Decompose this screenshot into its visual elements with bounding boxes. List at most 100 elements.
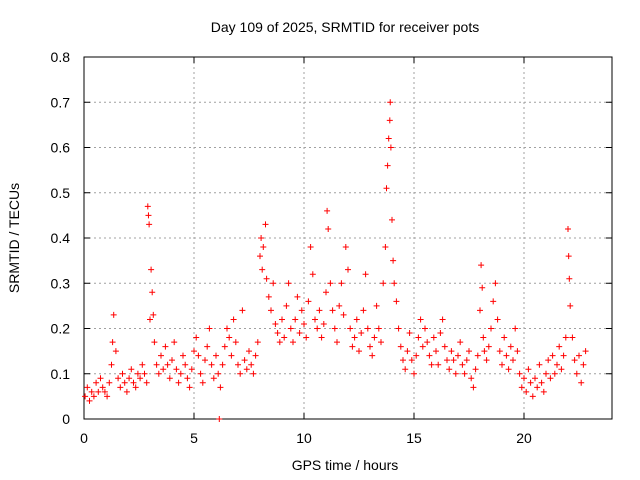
data-point (367, 343, 373, 350)
data-point (86, 397, 93, 404)
data-point (437, 330, 444, 337)
data-point (387, 144, 394, 151)
data-point (496, 348, 503, 355)
data-point (353, 316, 360, 323)
data-point (452, 370, 459, 377)
data-point (254, 339, 261, 346)
data-point (316, 307, 323, 314)
data-point (110, 311, 117, 318)
data-point (197, 370, 204, 377)
x-tick-label: 10 (296, 430, 312, 446)
data-point (466, 348, 472, 355)
data-point (104, 393, 111, 400)
data-point (232, 339, 239, 346)
data-point (260, 244, 267, 251)
data-point (472, 366, 479, 373)
data-point (391, 280, 398, 287)
data-point (514, 348, 521, 355)
data-point (336, 302, 343, 309)
data-point (259, 266, 266, 273)
data-point (202, 357, 208, 364)
data-point (257, 253, 263, 260)
data-point (538, 379, 545, 386)
data-point (566, 275, 573, 282)
data-point (426, 352, 433, 359)
data-point (417, 316, 424, 323)
y-tick-label: 0.4 (51, 230, 71, 246)
data-point (505, 366, 512, 373)
data-point (274, 330, 281, 337)
data-point (415, 334, 422, 341)
data-point (134, 370, 141, 377)
data-point (151, 339, 158, 346)
data-point (139, 361, 146, 368)
data-point (483, 357, 490, 364)
data-point (393, 298, 400, 305)
data-point (400, 357, 406, 364)
x-tick-label: 0 (80, 430, 88, 446)
data-point (463, 357, 470, 364)
data-point (340, 311, 347, 318)
data-point (186, 384, 193, 391)
data-point (130, 379, 137, 386)
data-point (97, 375, 104, 382)
data-point (480, 334, 487, 341)
data-point (485, 343, 492, 350)
data-point (360, 307, 367, 314)
data-point (419, 343, 426, 350)
data-point (441, 343, 448, 350)
data-point (446, 366, 453, 373)
data-point (324, 207, 331, 214)
data-point (195, 352, 202, 359)
data-points (82, 99, 589, 422)
data-point (501, 334, 508, 341)
data-point (389, 216, 395, 223)
data-point (128, 366, 135, 373)
data-point (290, 339, 296, 346)
data-point (132, 384, 139, 391)
data-point (115, 375, 122, 382)
y-tick-label: 0.1 (51, 366, 71, 382)
data-point (145, 212, 152, 219)
data-point (119, 370, 126, 377)
data-point (160, 366, 167, 373)
data-point (347, 325, 354, 332)
data-point (241, 357, 248, 364)
data-point (406, 330, 413, 337)
data-point (470, 384, 477, 391)
data-point (283, 302, 290, 309)
data-point (545, 357, 552, 364)
data-point (565, 225, 571, 232)
y-tick-label: 0.8 (51, 49, 71, 65)
data-point (494, 316, 501, 323)
data-point (331, 325, 338, 332)
data-point (287, 325, 294, 332)
data-point (479, 284, 486, 291)
y-tick-label: 0.6 (51, 140, 71, 156)
data-point (512, 325, 519, 332)
data-point (457, 339, 464, 346)
data-point (338, 280, 345, 287)
data-point (527, 379, 534, 386)
data-point (490, 298, 497, 305)
data-point (177, 370, 184, 377)
data-point (141, 370, 148, 377)
data-point (262, 221, 269, 228)
data-point (258, 235, 265, 241)
data-point (305, 298, 312, 305)
data-point (433, 348, 439, 355)
data-point (210, 375, 217, 382)
data-point (503, 352, 510, 359)
data-point (565, 253, 572, 260)
data-point (371, 334, 378, 341)
y-tick-label: 0 (62, 411, 70, 427)
data-point (99, 384, 106, 391)
data-point (184, 375, 191, 382)
y-tick-label: 0.3 (51, 275, 71, 291)
data-point (349, 343, 356, 350)
data-point (404, 348, 411, 355)
data-point (162, 343, 169, 350)
data-point (153, 361, 160, 368)
data-point (342, 244, 349, 251)
data-point (525, 366, 532, 373)
